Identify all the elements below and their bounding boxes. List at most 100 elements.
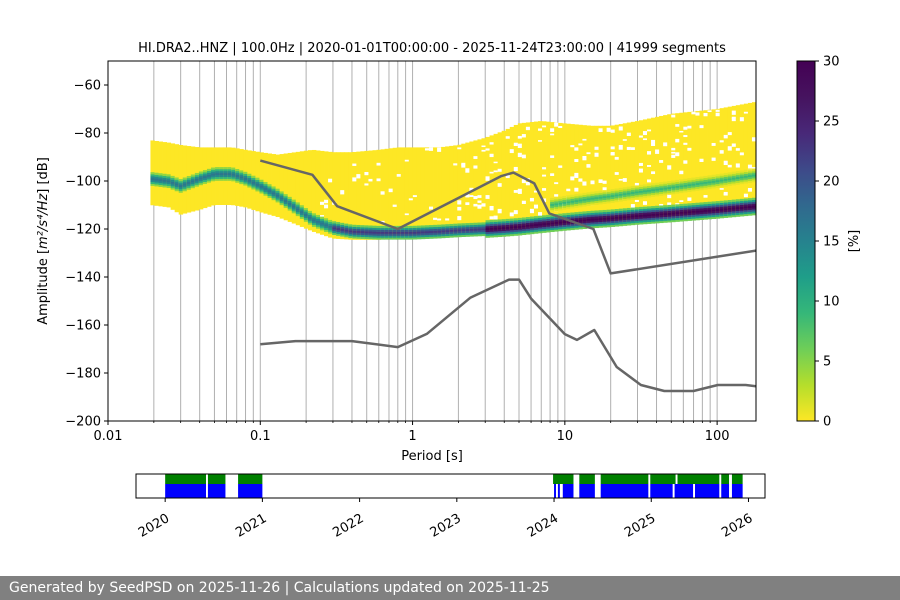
heatmap-mode-cell xyxy=(651,221,656,224)
heatmap-secondary-cell xyxy=(558,196,563,199)
heatmap-mode-cell xyxy=(699,208,704,211)
heatmap-cell xyxy=(505,128,511,230)
heatmap-secondary-cell xyxy=(578,201,583,204)
timeline-tick-label: 2022 xyxy=(330,511,366,541)
heatmap-secondary-cell xyxy=(638,188,644,191)
heatmap-mode-cell xyxy=(715,201,721,204)
heatmap-mode-cell xyxy=(610,220,616,224)
heatmap-secondary-cell xyxy=(655,184,660,187)
heatmap-mode-cell xyxy=(485,222,490,225)
heatmap-secondary-cell xyxy=(630,197,636,200)
heatmap-mode-cell xyxy=(453,225,458,228)
heatmap-gap xyxy=(582,156,587,159)
heatmap-gap xyxy=(509,149,515,154)
heatmap-mode-cell xyxy=(497,225,503,228)
heatmap-cell xyxy=(291,152,297,224)
heatmap-mode-cell xyxy=(679,219,684,222)
heatmap-mode-cell xyxy=(461,229,466,232)
heatmap-mode-cell xyxy=(630,211,636,214)
heatmap-mode-cell xyxy=(517,219,523,223)
heatmap-mode-cell xyxy=(158,180,163,184)
heatmap-mode-cell xyxy=(735,210,741,213)
heatmap-mode-cell xyxy=(679,211,684,214)
heatmap-mode-cell xyxy=(211,179,216,182)
heatmap-mode-cell xyxy=(283,197,289,201)
heatmap-mode-cell xyxy=(186,185,192,188)
y-axis-label-unit: m²/s⁴/Hz xyxy=(36,193,51,249)
heatmap-secondary-cell xyxy=(683,180,688,183)
heatmap-secondary-cell xyxy=(638,192,644,195)
heatmap-mode-cell xyxy=(194,178,200,181)
heatmap-mode-cell xyxy=(743,210,749,213)
heatmap-gap xyxy=(340,190,345,195)
heatmap-mode-cell xyxy=(315,218,321,222)
heatmap-mode-cell xyxy=(671,216,676,219)
heatmap-gap xyxy=(675,153,680,157)
heatmap-gap xyxy=(731,117,737,122)
heatmap-mode-cell xyxy=(574,212,579,215)
heatmap-mode-cell xyxy=(162,185,167,188)
heatmap-mode-cell xyxy=(546,228,551,231)
heatmap-mode-cell xyxy=(235,176,240,179)
heatmap-mode-cell xyxy=(554,227,559,230)
heatmap-mode-cell xyxy=(295,213,301,217)
heatmap-mode-cell xyxy=(348,228,353,231)
heatmap-mode-cell xyxy=(558,213,563,216)
heatmap-secondary-cell xyxy=(554,204,559,208)
heatmap-secondary-cell xyxy=(691,179,696,182)
heatmap-mode-cell xyxy=(198,175,204,178)
heatmap-mode-cell xyxy=(239,179,244,183)
heatmap-mode-cell xyxy=(178,190,184,193)
heatmap-mode-cell xyxy=(356,234,361,237)
heatmap-mode-cell xyxy=(505,230,511,233)
probability-heatmap xyxy=(150,102,756,240)
heatmap-mode-cell xyxy=(174,187,180,190)
heatmap-mode-cell xyxy=(420,236,426,240)
heatmap-mode-cell xyxy=(630,209,636,212)
heatmap-secondary-cell xyxy=(550,209,555,212)
heatmap-gap xyxy=(719,140,725,143)
heatmap-secondary-cell xyxy=(610,192,616,196)
heatmap-mode-cell xyxy=(206,180,212,183)
heatmap-secondary-cell xyxy=(586,201,591,205)
heatmap-secondary-cell xyxy=(727,174,733,177)
x-tick-label: 1 xyxy=(408,429,416,444)
heatmap-mode-cell xyxy=(295,202,301,205)
heatmap-mode-cell xyxy=(638,208,644,212)
heatmap-secondary-cell xyxy=(570,202,575,205)
heatmap-mode-cell xyxy=(307,218,313,221)
heatmap-mode-cell xyxy=(166,181,172,185)
heatmap-mode-cell xyxy=(400,237,406,240)
heatmap-mode-cell xyxy=(295,211,301,215)
timeline-tick-label: 2025 xyxy=(622,511,658,541)
heatmap-secondary-cell xyxy=(711,178,717,181)
heatmap-mode-cell xyxy=(594,220,599,223)
heatmap-mode-cell xyxy=(320,216,325,219)
heatmap-mode-cell xyxy=(647,219,652,223)
heatmap-secondary-cell xyxy=(626,188,632,191)
heatmap-secondary-cell xyxy=(622,194,628,198)
heatmap-secondary-cell xyxy=(558,200,563,203)
timeline-ticks: 2020 2021 2022 2023 2024 2025 2026 xyxy=(136,498,755,541)
heatmap-mode-cell xyxy=(683,207,688,210)
heatmap-mode-cell xyxy=(420,235,426,238)
availability-bar xyxy=(207,474,226,484)
heatmap-mode-cell xyxy=(243,171,248,175)
heatmap-mode-cell xyxy=(340,230,345,233)
heatmap-secondary-cell xyxy=(731,183,737,186)
heatmap-mode-cell xyxy=(562,226,567,229)
heatmap-secondary-cell xyxy=(727,176,733,179)
heatmap-mode-cell xyxy=(590,214,595,217)
heatmap-mode-cell xyxy=(493,223,499,226)
heatmap-secondary-cell xyxy=(703,175,708,179)
heatmap-gap xyxy=(719,150,725,154)
heatmap-mode-cell xyxy=(231,179,236,182)
heatmap-mode-cell xyxy=(400,227,406,231)
heatmap-mode-cell xyxy=(501,223,507,226)
heatmap-mode-cell xyxy=(170,181,176,184)
heatmap-mode-cell xyxy=(647,214,652,217)
heatmap-mode-cell xyxy=(614,216,620,219)
heatmap-mode-cell xyxy=(647,217,652,221)
heatmap-mode-cell xyxy=(614,209,620,212)
heatmap-mode-cell xyxy=(497,229,503,232)
